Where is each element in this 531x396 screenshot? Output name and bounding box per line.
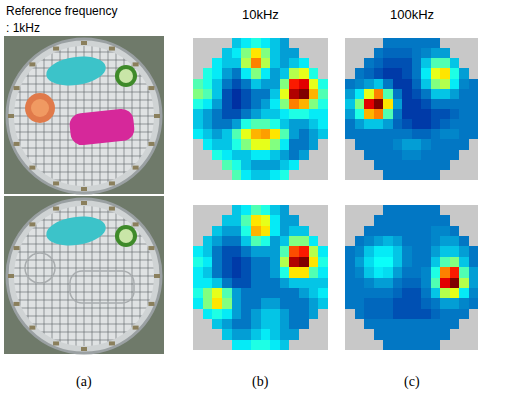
svg-text:: 1kHz: : 1kHz — [6, 21, 40, 35]
svg-text:100kHz: 100kHz — [390, 7, 434, 22]
svg-text:10kHz: 10kHz — [242, 7, 279, 22]
svg-text:(a): (a) — [76, 374, 92, 390]
svg-text:(b): (b) — [252, 374, 269, 390]
svg-text:Reference frequency: Reference frequency — [6, 4, 117, 18]
svg-text:(c): (c) — [404, 374, 420, 390]
